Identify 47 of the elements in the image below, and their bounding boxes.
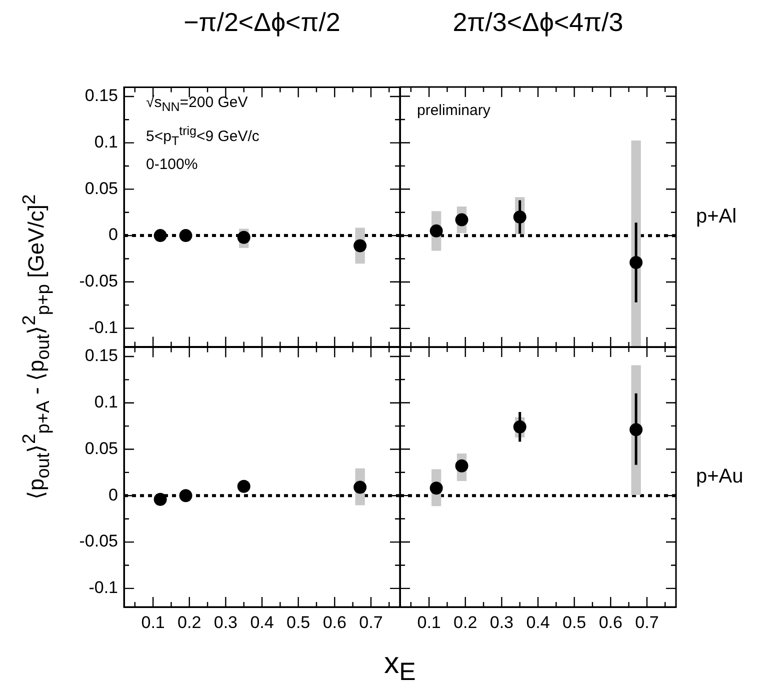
point: [430, 482, 443, 495]
y-tick-label: 0.15: [84, 346, 118, 365]
x-tick-label: 0.2: [454, 612, 478, 632]
x-tick-label: 0.5: [286, 612, 310, 632]
point: [154, 228, 167, 242]
y-tick-label: -0.1: [88, 318, 118, 337]
x-tick-label: 0.7: [359, 612, 383, 632]
y-tick-label: -0.05: [79, 532, 118, 551]
x-tick-label: 0.4: [250, 612, 274, 632]
y2-axis-title: p+Al: [696, 206, 737, 228]
x-tick-label: 0.3: [214, 612, 238, 632]
annotation: 5<p$_{T}$$^{trig}$<9 GeV/c: [146, 122, 260, 150]
x-tick-label: 0.4: [526, 612, 550, 632]
point: [430, 224, 443, 238]
x-tick-label: 0.6: [598, 612, 622, 632]
x-tick-label: 0.2: [178, 612, 202, 632]
x-tick-label: 0.6: [322, 612, 346, 632]
y-tick-label: -0.05: [79, 271, 118, 290]
chart-title: −π/2<Δϕ<π/2: [182, 7, 342, 38]
y-tick-label: 0: [108, 485, 118, 504]
x-tick-label: 0.7: [635, 612, 659, 632]
y-tick-label: 0.15: [84, 86, 118, 105]
y-tick-label: -0.1: [88, 578, 118, 597]
x-tick-label: 0.3: [490, 612, 514, 632]
x-axis-title: x$_{E}$: [384, 647, 416, 687]
annotation: √s$_{NN}$=200 GeV: [146, 92, 249, 116]
point: [455, 459, 468, 472]
x-tick-label: 0.5: [562, 612, 586, 632]
y-tick-label: 0.05: [84, 438, 118, 458]
annotation: preliminary: [417, 101, 490, 121]
y-tick-label: 0.1: [94, 392, 118, 412]
y-tick-label: 0.05: [84, 178, 118, 198]
point: [154, 492, 167, 506]
annotation: 0-100%: [146, 154, 199, 175]
y-tick-label: 0.1: [94, 132, 118, 152]
point: [354, 480, 367, 494]
point: [179, 488, 192, 502]
point: [354, 239, 367, 252]
x-tick-label: 0.1: [417, 612, 441, 632]
point: [179, 228, 192, 242]
y2-axis-title: p+Au: [696, 466, 744, 488]
point: [237, 480, 250, 493]
x-tick-label: 0.1: [141, 612, 165, 632]
y-tick-label: 0: [108, 225, 118, 244]
chart-title: 2π/3<Δϕ<4π/3: [452, 7, 624, 38]
point: [237, 230, 250, 244]
point: [455, 213, 468, 226]
